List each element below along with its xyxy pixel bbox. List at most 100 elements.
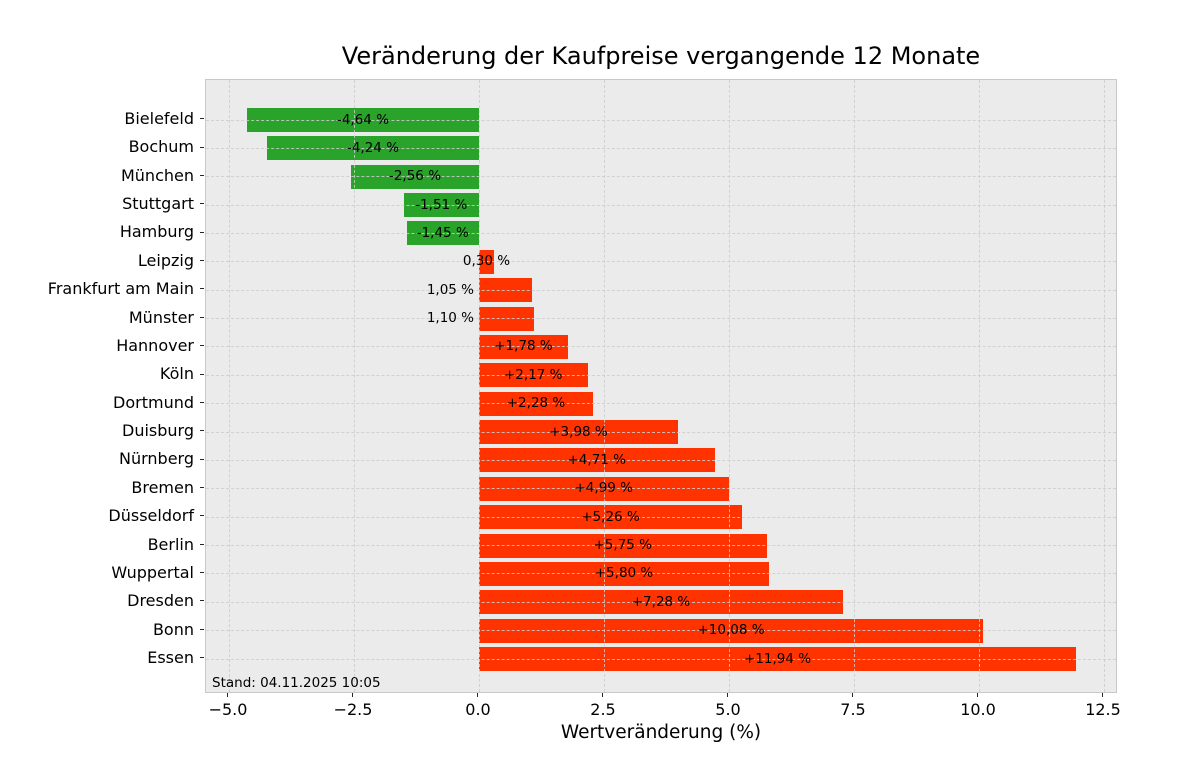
gridline-horizontal bbox=[206, 459, 1116, 461]
gridline-horizontal bbox=[206, 431, 1116, 433]
x-tick-label: −5.0 bbox=[208, 700, 248, 719]
gridline-horizontal bbox=[206, 658, 1116, 660]
y-tick-mark bbox=[200, 430, 204, 432]
gridline-horizontal bbox=[206, 545, 1116, 547]
y-tick-mark bbox=[200, 288, 204, 290]
gridline-horizontal bbox=[206, 630, 1116, 632]
gridline-horizontal bbox=[206, 261, 1116, 263]
y-tick-mark bbox=[200, 486, 204, 488]
gridline-horizontal bbox=[206, 176, 1116, 178]
gridline-horizontal bbox=[206, 573, 1116, 575]
y-tick-mark bbox=[200, 657, 204, 659]
y-tick-mark bbox=[200, 260, 204, 262]
bar-value-label: -4,64 % bbox=[336, 111, 390, 128]
bar-value-label: +7,28 % bbox=[631, 593, 691, 610]
y-tick-mark bbox=[200, 118, 204, 120]
gridline-vertical bbox=[978, 80, 980, 692]
x-tick-mark bbox=[602, 693, 604, 697]
plot-area: Stand: 04.11.2025 10:05 -4,64 % -4,24 % -2… bbox=[205, 79, 1117, 693]
bar-value-label: +3,98 % bbox=[549, 423, 608, 440]
y-tick-label: Köln bbox=[159, 364, 194, 384]
y-axis: Bielefeld Bochum München Stuttgart Hamburg Le… bbox=[0, 79, 205, 693]
bar-value-label: 1,05 % bbox=[426, 281, 474, 298]
y-tick-label: Stuttgart bbox=[122, 194, 194, 214]
y-tick-label: Bochum bbox=[128, 137, 194, 157]
y-tick-mark bbox=[200, 515, 204, 517]
y-tick-label: Hamburg bbox=[119, 222, 194, 242]
gridline-vertical bbox=[728, 80, 730, 692]
gridline-horizontal bbox=[206, 516, 1116, 518]
x-tick-mark bbox=[727, 693, 729, 697]
y-tick-label: Münster bbox=[128, 307, 194, 327]
y-tick-mark bbox=[200, 600, 204, 602]
chart-title: Veränderung der Kaufpreise vergangende 1… bbox=[341, 42, 981, 70]
y-tick-mark bbox=[200, 146, 204, 148]
gridline-horizontal bbox=[206, 318, 1116, 320]
bar-value-label: +4,71 % bbox=[567, 451, 627, 468]
bar-value-label: -2,56 % bbox=[388, 168, 442, 185]
y-tick-label: Dresden bbox=[127, 591, 194, 611]
x-tick-label: 7.5 bbox=[840, 700, 866, 719]
bar-value-label: 0,30 % bbox=[462, 253, 511, 270]
gridline-horizontal bbox=[206, 601, 1116, 603]
gridline-vertical bbox=[478, 80, 480, 692]
y-tick-mark bbox=[200, 345, 204, 347]
gridline-vertical bbox=[603, 80, 605, 692]
x-tick-mark bbox=[227, 693, 229, 697]
x-tick-label: 5.0 bbox=[715, 700, 741, 719]
gridline-horizontal bbox=[206, 346, 1116, 348]
bar-value-label: +5,80 % bbox=[594, 565, 654, 582]
x-axis: −5.0 −2.5 0.0 2.5 5.0 7.5 10.0 12.5 bbox=[205, 693, 1121, 733]
x-tick-label: 10.0 bbox=[960, 700, 996, 719]
bar-value-label: +11,94 % bbox=[743, 650, 812, 667]
gridline-horizontal bbox=[206, 119, 1116, 121]
y-tick-label: Düsseldorf bbox=[108, 506, 194, 526]
x-tick-label: 0.0 bbox=[465, 700, 491, 719]
gridline-vertical bbox=[1103, 80, 1105, 692]
y-tick-mark bbox=[200, 231, 204, 233]
y-tick-label: Wuppertal bbox=[111, 562, 194, 582]
y-tick-label: Leipzig bbox=[137, 250, 194, 270]
y-tick-mark bbox=[200, 458, 204, 460]
bar-value-label: 1,10 % bbox=[426, 310, 474, 327]
y-tick-mark bbox=[200, 543, 204, 545]
y-tick-label: München bbox=[120, 165, 194, 185]
y-tick-mark bbox=[200, 203, 204, 205]
bar-value-label: +2,28 % bbox=[506, 395, 566, 412]
x-tick-label: 2.5 bbox=[590, 700, 616, 719]
y-tick-mark bbox=[200, 316, 204, 318]
gridline-horizontal bbox=[206, 488, 1116, 490]
y-tick-label: Bielefeld bbox=[124, 109, 194, 128]
bar-value-label: +2,17 % bbox=[504, 366, 563, 383]
x-tick-mark bbox=[1102, 693, 1104, 697]
bar-value-label: +5,75 % bbox=[593, 537, 653, 554]
gridline-horizontal bbox=[206, 147, 1116, 149]
bar-value-label: +10,08 % bbox=[697, 622, 765, 639]
bar-value-label: +1,78 % bbox=[494, 338, 553, 355]
y-tick-label: Nürnberg bbox=[119, 449, 194, 469]
y-tick-mark bbox=[200, 401, 204, 403]
y-tick-label: Bonn bbox=[152, 619, 194, 639]
x-tick-mark bbox=[852, 693, 854, 697]
y-tick-mark bbox=[200, 572, 204, 574]
y-tick-label: Essen bbox=[147, 648, 194, 667]
gridline-horizontal bbox=[206, 403, 1116, 405]
y-tick-label: Dortmund bbox=[113, 392, 194, 412]
x-tick-mark bbox=[352, 693, 354, 697]
gridline-horizontal bbox=[206, 232, 1116, 234]
bar-value-label: +5,26 % bbox=[581, 508, 640, 525]
y-tick-mark bbox=[200, 373, 204, 375]
y-tick-label: Frankfurt am Main bbox=[47, 279, 194, 299]
gridline-horizontal bbox=[206, 289, 1116, 291]
x-tick-label: 12.5 bbox=[1085, 700, 1121, 719]
gridline-horizontal bbox=[206, 374, 1116, 376]
x-tick-mark bbox=[977, 693, 979, 697]
x-tick-mark bbox=[477, 693, 479, 697]
gridline-vertical bbox=[353, 80, 355, 692]
gridline-vertical bbox=[228, 80, 230, 692]
y-tick-label: Bremen bbox=[131, 477, 194, 497]
y-tick-mark bbox=[200, 628, 204, 630]
bar-value-label: -1,51 % bbox=[415, 196, 468, 213]
y-tick-mark bbox=[200, 174, 204, 176]
